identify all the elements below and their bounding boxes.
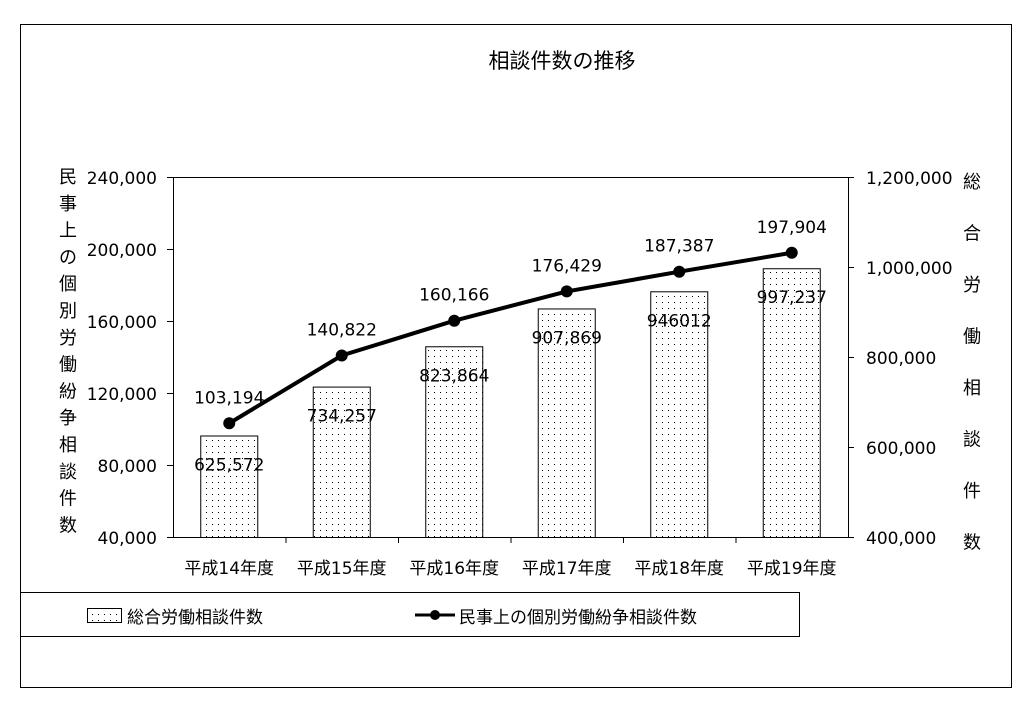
bar-data-label: 907,869 bbox=[532, 328, 602, 348]
bar bbox=[537, 308, 596, 538]
bar bbox=[200, 435, 259, 539]
left-tick-label: 80,000 bbox=[98, 457, 157, 477]
x-tick-label: 平成19年度 bbox=[747, 559, 837, 579]
bar-data-label: 823,864 bbox=[419, 366, 489, 386]
legend-bar-swatch bbox=[87, 608, 122, 623]
line-point bbox=[223, 417, 236, 430]
plot-frame bbox=[173, 177, 849, 538]
plot-area: 40,000 80,000 120,000 160,000 200,000 240,000… bbox=[87, 169, 953, 579]
line-data-label: 103,194 bbox=[194, 388, 264, 408]
bar bbox=[762, 268, 821, 538]
bar bbox=[650, 291, 709, 538]
x-tick-label: 平成14年度 bbox=[184, 559, 274, 579]
left-tick-label: 200,000 bbox=[87, 241, 157, 261]
bar-data-label: 997,237 bbox=[757, 288, 827, 308]
line-point bbox=[673, 265, 686, 278]
legend-line-marker bbox=[430, 610, 440, 620]
bar bbox=[425, 346, 484, 538]
right-tick-label: 600,000 bbox=[866, 439, 936, 459]
line-data-label: 160,166 bbox=[419, 286, 489, 306]
legend-line-label: 民事上の個別労働紛争相談件数 bbox=[459, 608, 697, 628]
legend: 総合労働相談件数 民事上の個別労働紛争相談件数 bbox=[20, 592, 800, 637]
chart-title: 相談件数の推移 bbox=[489, 49, 636, 73]
bar bbox=[312, 386, 371, 538]
bar-data-label: 625,572 bbox=[194, 455, 264, 475]
right-tick-label: 800,000 bbox=[866, 349, 936, 369]
left-tick-label: 120,000 bbox=[87, 385, 157, 405]
line-data-label: 176,429 bbox=[532, 256, 602, 276]
line-point bbox=[448, 314, 461, 327]
x-tick-label: 平成17年度 bbox=[522, 559, 612, 579]
x-tick-label: 平成15年度 bbox=[297, 559, 387, 579]
right-tick-label: 1,200,000 bbox=[866, 169, 953, 189]
left-tick-label: 240,000 bbox=[87, 169, 157, 189]
line-series bbox=[228, 250, 793, 425]
legend-frame bbox=[20, 592, 800, 637]
x-tick-label: 平成18年度 bbox=[634, 559, 724, 579]
left-axis-title: 民事上の個別労働紛争相談件数 bbox=[59, 167, 77, 536]
left-tick-label: 160,000 bbox=[87, 313, 157, 333]
line-point bbox=[785, 246, 798, 259]
line-point bbox=[560, 285, 573, 298]
line-data-label: 187,387 bbox=[644, 237, 714, 257]
line-data-label: 197,904 bbox=[757, 218, 827, 238]
line-point bbox=[335, 349, 348, 362]
left-tick-label: 40,000 bbox=[98, 529, 157, 549]
bar-data-label: 946012 bbox=[647, 311, 712, 331]
bar-data-label: 734,257 bbox=[307, 407, 377, 427]
x-tick-label: 平成16年度 bbox=[409, 559, 499, 579]
legend-bar-label: 総合労働相談件数 bbox=[127, 608, 263, 628]
right-tick-label: 1,000,000 bbox=[866, 259, 953, 279]
right-axis-title: 総合労働相談件数 bbox=[963, 172, 981, 554]
line-data-label: 140,822 bbox=[307, 321, 377, 341]
right-tick-label: 400,000 bbox=[866, 529, 936, 549]
